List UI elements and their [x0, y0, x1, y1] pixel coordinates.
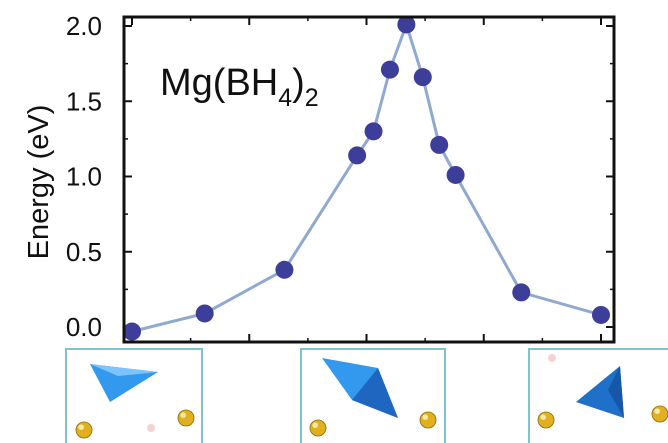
data-point — [512, 283, 531, 302]
data-point — [348, 146, 367, 165]
structure-insets — [65, 348, 668, 443]
tetrahedron-shape — [576, 366, 624, 418]
y-tick-label: 2.0 — [66, 11, 102, 41]
formula-base: Mg(BH — [160, 62, 278, 104]
data-point — [123, 322, 141, 341]
formula-sub-1: 4 — [278, 84, 292, 112]
formula-annotation: Mg(BH4)2 — [160, 62, 319, 112]
formula-sub-2: 2 — [305, 84, 319, 112]
series-points — [123, 15, 610, 341]
formula-close: ) — [292, 62, 305, 104]
atom-sphere — [651, 405, 668, 423]
atom-sphere — [537, 411, 555, 429]
atom-sphere — [177, 409, 195, 427]
y-tick-label: 0.0 — [66, 312, 102, 342]
inset-saddle — [300, 348, 446, 443]
y-tick-labels: 0.0 0.5 1.0 1.5 2.0 — [66, 11, 102, 342]
data-point — [430, 135, 449, 154]
data-point — [364, 122, 383, 141]
series-line — [131, 19, 602, 333]
data-point — [380, 60, 399, 79]
atom-highlight — [312, 422, 319, 429]
y-tick-label: 0.5 — [66, 237, 102, 267]
hydrogen-atom — [548, 354, 556, 362]
atom-highlight — [180, 412, 186, 419]
data-point — [446, 165, 465, 184]
tetrahedron-face — [608, 366, 624, 418]
atom-highlight — [78, 424, 84, 431]
hydrogen-atom — [147, 424, 155, 432]
atom-sphere — [75, 421, 93, 439]
atom-sphere — [419, 411, 437, 429]
inset-initial — [65, 348, 203, 443]
y-tick-label: 1.5 — [66, 86, 102, 116]
atom-highlight — [540, 414, 546, 421]
data-point — [413, 68, 432, 87]
atom-highlight — [422, 414, 429, 421]
atom-sphere — [309, 419, 327, 437]
tetrahedron-face — [90, 364, 158, 376]
data-point — [275, 260, 294, 279]
data-point — [195, 304, 214, 323]
data-point — [592, 305, 610, 324]
data-point — [397, 15, 416, 34]
inset-final — [528, 348, 668, 443]
atom-highlight — [654, 408, 660, 415]
plot-frame — [122, 15, 616, 344]
tetrahedron-face — [352, 368, 398, 418]
y-tick-label: 1.0 — [66, 162, 102, 192]
y-axis-title: Energy (eV) — [23, 105, 55, 260]
